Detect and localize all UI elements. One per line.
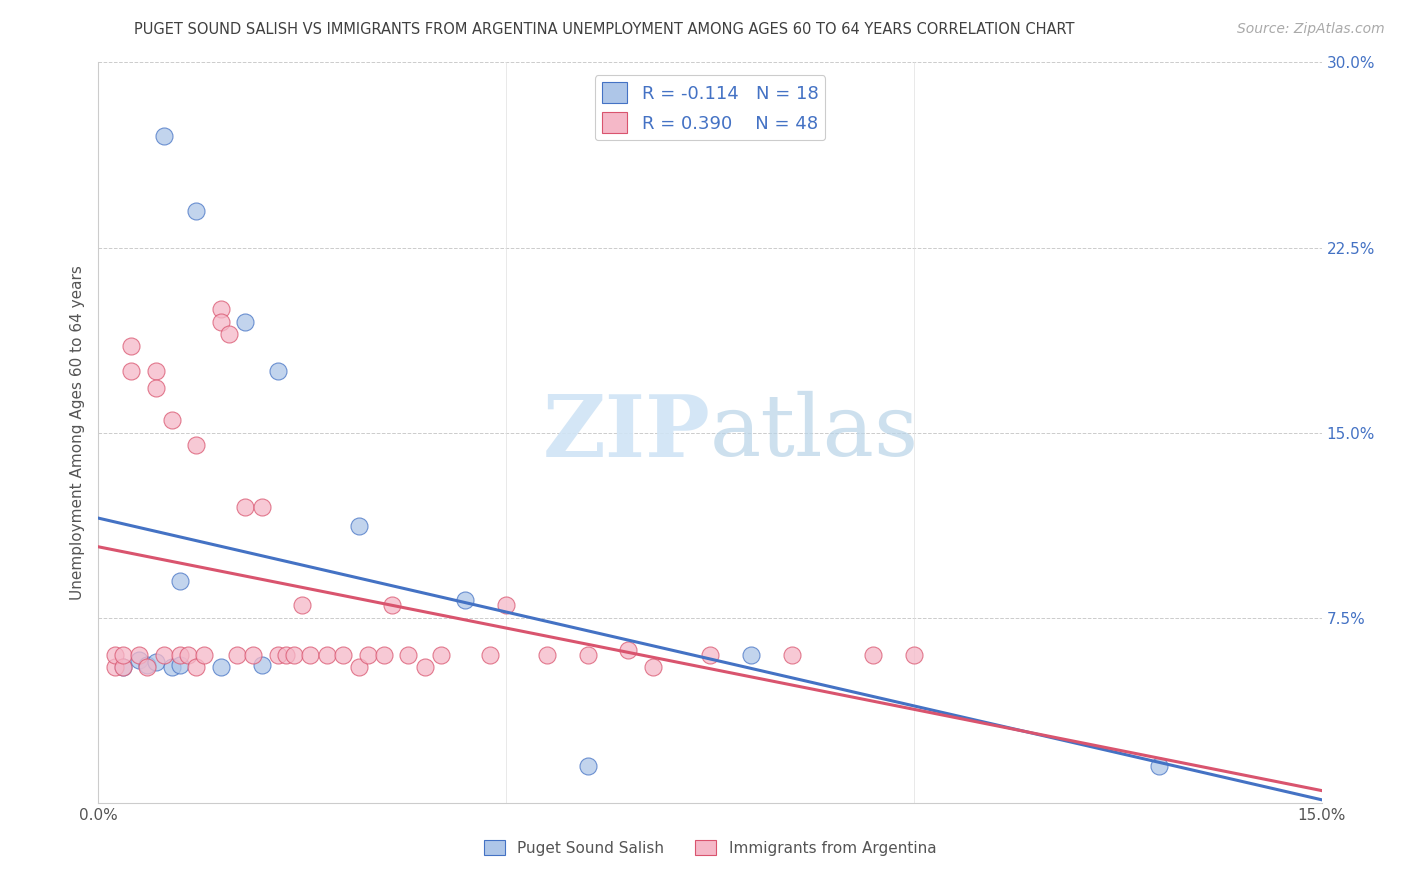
Point — [186, 438, 208, 452]
Point — [111, 660, 134, 674]
Point — [128, 648, 150, 662]
Point — [193, 648, 215, 662]
Point — [315, 648, 337, 662]
Point — [233, 500, 256, 514]
Point — [349, 660, 371, 674]
Point — [430, 648, 453, 662]
Text: PUGET SOUND SALISH VS IMMIGRANTS FROM ARGENTINA UNEMPLOYMENT AMONG AGES 60 TO 64: PUGET SOUND SALISH VS IMMIGRANTS FROM AR… — [135, 22, 1074, 37]
Point — [111, 648, 134, 662]
Legend: Puget Sound Salish, Immigrants from Argentina: Puget Sound Salish, Immigrants from Arge… — [478, 834, 942, 862]
Point — [186, 660, 208, 674]
Point — [145, 381, 167, 395]
Point — [152, 129, 174, 144]
Point — [218, 326, 240, 341]
Point — [120, 364, 142, 378]
Point — [145, 364, 167, 378]
Point — [242, 648, 264, 662]
Point — [145, 655, 167, 669]
Point — [396, 648, 419, 662]
Point — [111, 660, 134, 674]
Point — [169, 574, 191, 588]
Point — [291, 599, 314, 613]
Point — [152, 648, 174, 662]
Text: atlas: atlas — [710, 391, 920, 475]
Point — [536, 648, 558, 662]
Point — [780, 648, 803, 662]
Point — [495, 599, 517, 613]
Point — [186, 203, 208, 218]
Point — [104, 648, 127, 662]
Point — [349, 519, 371, 533]
Point — [209, 314, 232, 328]
Point — [740, 648, 762, 662]
Point — [356, 648, 378, 662]
Point — [862, 648, 884, 662]
Point — [617, 642, 640, 657]
Point — [1147, 758, 1170, 772]
Point — [283, 648, 305, 662]
Point — [373, 648, 395, 662]
Point — [177, 648, 200, 662]
Point — [169, 657, 191, 672]
Point — [169, 648, 191, 662]
Point — [226, 648, 249, 662]
Point — [120, 339, 142, 353]
Point — [128, 653, 150, 667]
Point — [641, 660, 664, 674]
Point — [299, 648, 322, 662]
Point — [233, 314, 256, 328]
Point — [381, 599, 404, 613]
Point — [332, 648, 354, 662]
Point — [699, 648, 721, 662]
Point — [267, 364, 290, 378]
Y-axis label: Unemployment Among Ages 60 to 64 years: Unemployment Among Ages 60 to 64 years — [70, 265, 86, 600]
Text: ZIP: ZIP — [543, 391, 710, 475]
Point — [136, 660, 159, 674]
Point — [576, 758, 599, 772]
Point — [274, 648, 297, 662]
Point — [209, 302, 232, 317]
Point — [903, 648, 925, 662]
Point — [136, 657, 159, 672]
Point — [250, 500, 273, 514]
Point — [104, 660, 127, 674]
Point — [250, 657, 273, 672]
Point — [478, 648, 501, 662]
Point — [454, 593, 477, 607]
Point — [209, 660, 232, 674]
Point — [576, 648, 599, 662]
Point — [267, 648, 290, 662]
Text: Source: ZipAtlas.com: Source: ZipAtlas.com — [1237, 22, 1385, 37]
Point — [160, 413, 183, 427]
Point — [160, 660, 183, 674]
Point — [413, 660, 436, 674]
